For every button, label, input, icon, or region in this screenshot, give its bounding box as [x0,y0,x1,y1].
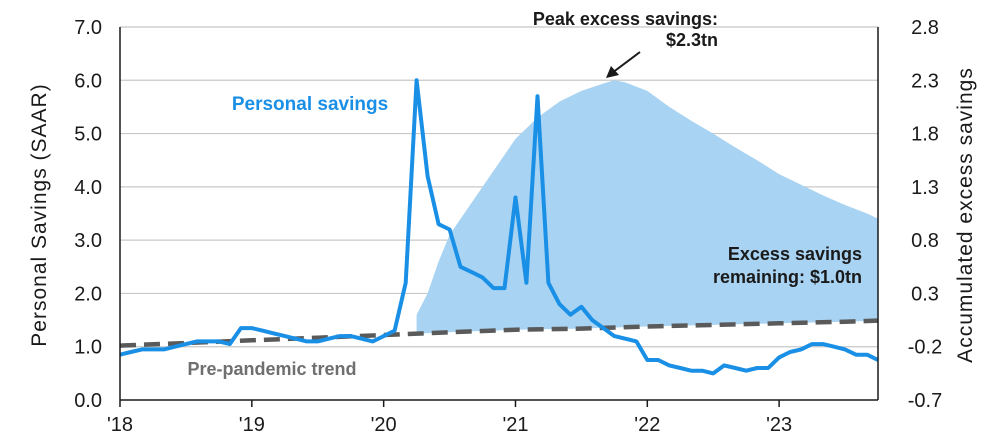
left-axis-title: Personal Savings (SAAR) [28,83,51,346]
x-tick-label: '22 [634,414,660,436]
personal-savings-line [119,78,879,376]
x-tick-label: '18 [107,414,133,436]
annotation-line: Pre-pandemic trend [187,359,356,379]
right-axis-ticks: -0.7 -0.2 0.3 0.8 1.3 1.8 2.3 2.8 [908,17,942,412]
annotation-peak: Peak excess savings: $2.3tn [533,9,718,50]
peak-arrow-head [606,66,619,78]
left-axis-ticks: 0.0 1.0 2.0 3.0 4.0 5.0 6.0 7.0 [74,17,102,412]
left-tick-label: 0.0 [74,390,102,412]
right-tick-label: -0.2 [908,337,942,359]
annotation-line: remaining: $1.0tn [713,267,862,287]
annotation-line: $2.3tn [666,30,718,50]
right-axis-title: Accumulated excess savings [954,67,977,363]
x-tick-label: '19 [239,414,265,436]
left-tick-label: 5.0 [74,124,102,146]
annotation-line: Peak excess savings: [533,9,718,29]
annotation-trend: Pre-pandemic trend [187,359,356,379]
annotation-remaining: Excess savings remaining: $1.0tn [713,244,862,287]
pre-pandemic-trend-line [119,318,879,348]
excess-savings-area [416,80,878,334]
right-tick-label: 2.8 [911,17,939,39]
excess-savings-area-layer [416,80,878,334]
left-tick-label: 2.0 [74,283,102,305]
annotation-line: Excess savings [728,244,862,264]
annotation-personal: Personal savings [232,94,388,115]
left-tick-label: 1.0 [74,337,102,359]
x-axis-ticks: '18 '19 '20 '21 '22 '23 [107,400,792,436]
annotations: Peak excess savings: $2.3tn Excess savings… [187,9,862,379]
left-tick-label: 7.0 [74,17,102,39]
x-tick-label: '23 [766,414,792,436]
left-tick-label: 3.0 [74,230,102,252]
peak-arrow-shaft [611,51,641,74]
right-tick-label: 0.8 [911,230,939,252]
left-tick-label: 4.0 [74,177,102,199]
right-tick-label: 1.8 [911,124,939,146]
left-tick-label: 6.0 [74,70,102,92]
right-tick-label: 0.3 [911,283,939,305]
x-tick-label: '21 [502,414,528,436]
axes [119,27,879,401]
right-tick-label: -0.7 [908,390,942,412]
right-tick-label: 2.3 [911,70,939,92]
right-tick-label: 1.3 [911,177,939,199]
x-tick-label: '20 [371,414,397,436]
series-lines-layer [119,78,879,376]
annotation-line: Personal savings [232,94,388,115]
